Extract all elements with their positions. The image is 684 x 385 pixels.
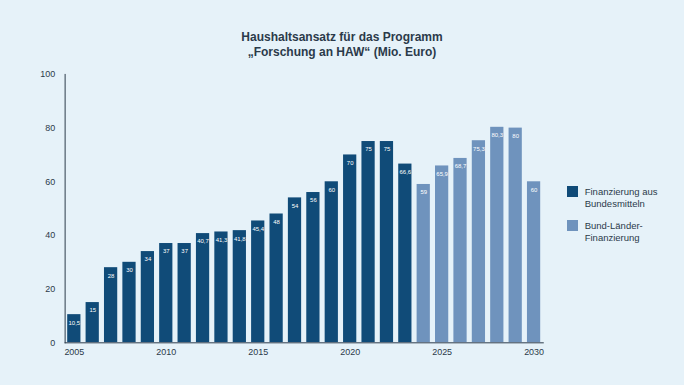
svg-text:2010: 2010 bbox=[156, 347, 176, 357]
svg-text:68,7: 68,7 bbox=[455, 163, 467, 169]
svg-text:34: 34 bbox=[145, 256, 152, 262]
svg-text:37: 37 bbox=[181, 248, 188, 254]
svg-text:41,8: 41,8 bbox=[234, 235, 246, 241]
svg-text:40,7: 40,7 bbox=[197, 238, 209, 244]
svg-text:37: 37 bbox=[163, 248, 170, 254]
html-text:Finanzierung aus Bundesmitteln: Finanzierung aus Bundesmitteln bbox=[584, 186, 658, 210]
svg-text:40: 40 bbox=[45, 230, 55, 240]
svg-text:41,3: 41,3 bbox=[216, 237, 228, 243]
svg-text:70: 70 bbox=[347, 160, 354, 166]
svg-text:30: 30 bbox=[126, 267, 133, 273]
svg-text:60: 60 bbox=[45, 177, 55, 187]
svg-text:75: 75 bbox=[365, 146, 372, 152]
svg-text:0: 0 bbox=[50, 338, 55, 348]
html-text:Haushaltsansatz für das Progra: Haushaltsansatz für das Programm „Forsch… bbox=[241, 30, 443, 59]
html-text:Bund-Länder-Finanzierung: Bund-Länder-Finanzierung bbox=[584, 220, 643, 244]
svg-text:45,4: 45,4 bbox=[252, 226, 264, 232]
svg-text:2025: 2025 bbox=[432, 347, 452, 357]
svg-text:80: 80 bbox=[512, 133, 519, 139]
svg-text:59: 59 bbox=[420, 189, 427, 195]
svg-text:60: 60 bbox=[531, 187, 538, 193]
svg-text:20: 20 bbox=[45, 284, 55, 294]
svg-text:10,5: 10,5 bbox=[69, 320, 81, 326]
svg-text:48: 48 bbox=[273, 219, 280, 225]
svg-text:28: 28 bbox=[108, 273, 115, 279]
svg-text:2020: 2020 bbox=[340, 347, 360, 357]
svg-text:65,9: 65,9 bbox=[436, 171, 448, 177]
svg-text:2015: 2015 bbox=[248, 347, 268, 357]
svg-text:60: 60 bbox=[328, 187, 335, 193]
svg-text:66,6: 66,6 bbox=[400, 169, 412, 175]
svg-text:15: 15 bbox=[89, 307, 96, 313]
svg-text:80,3: 80,3 bbox=[491, 132, 503, 138]
svg-text:2030: 2030 bbox=[524, 347, 544, 357]
svg-text:75,3: 75,3 bbox=[473, 146, 485, 152]
svg-text:56: 56 bbox=[310, 197, 317, 203]
svg-text:100: 100 bbox=[40, 69, 55, 79]
svg-text:75: 75 bbox=[384, 146, 391, 152]
svg-text:80: 80 bbox=[45, 123, 55, 133]
svg-text:54: 54 bbox=[292, 203, 299, 209]
svg-text:2005: 2005 bbox=[64, 347, 84, 357]
